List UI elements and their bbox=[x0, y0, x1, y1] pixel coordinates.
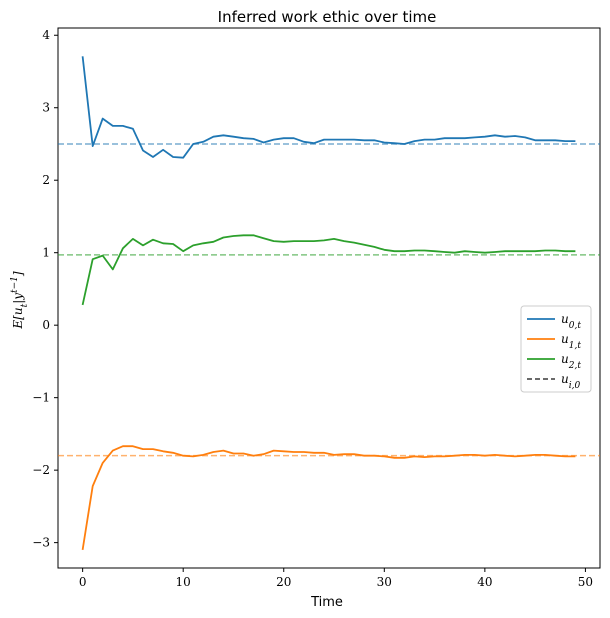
y-tick-label: 1 bbox=[42, 246, 50, 260]
legend-label: ui,0 bbox=[561, 372, 580, 391]
x-tick-label: 10 bbox=[176, 575, 191, 589]
legend-label-base: u bbox=[561, 372, 569, 386]
plot-frame bbox=[57, 27, 601, 569]
x-tick-label: 0 bbox=[79, 575, 87, 589]
y-tick-label: −3 bbox=[32, 536, 50, 550]
series-line bbox=[81, 445, 576, 551]
legend-label-base: u bbox=[561, 352, 569, 366]
y-tick-label: 3 bbox=[42, 101, 50, 115]
legend: u0,tu1,tu2,tui,0 bbox=[520, 305, 592, 393]
series-line bbox=[81, 234, 576, 306]
legend-box bbox=[520, 305, 592, 393]
legend-label-subscript: 2,t bbox=[568, 361, 582, 371]
legend-label-subscript: 0,t bbox=[569, 321, 582, 331]
plot-area: 0 10 20 30 40 50 −3 −2 −1 0 1 2 3 4 bbox=[32, 27, 601, 589]
y-axis-label-part: t−1 bbox=[10, 276, 20, 293]
legend-label: u1,t bbox=[561, 332, 581, 351]
y-tick-label: 0 bbox=[42, 318, 50, 332]
x-tick-label: 30 bbox=[377, 575, 392, 589]
legend-label-base: u bbox=[561, 312, 569, 326]
y-axis-label: E[ut|yt−1] bbox=[10, 271, 30, 330]
y-tick-label: −2 bbox=[32, 463, 50, 477]
y-axis-label-part: E[u bbox=[11, 307, 25, 329]
y-axis-label-part: ] bbox=[11, 271, 25, 277]
y-axis-label-part: t bbox=[20, 303, 30, 307]
legend-label-subscript: 1,t bbox=[569, 341, 582, 351]
x-tick-label: 40 bbox=[477, 575, 492, 589]
x-axis-label: Time bbox=[310, 595, 343, 610]
y-tick-label: 4 bbox=[42, 28, 50, 42]
legend-label: u2,t bbox=[561, 352, 581, 371]
y-axis-label-part: |y bbox=[11, 293, 25, 304]
y-tick-label: −1 bbox=[32, 391, 50, 405]
legend-label-base: u bbox=[561, 332, 569, 346]
y-axis-label-text: E[ut|yt−1] bbox=[10, 271, 30, 330]
x-tick-label: 20 bbox=[276, 575, 291, 589]
y-tick-label: 2 bbox=[42, 173, 50, 187]
x-tick-label: 50 bbox=[578, 575, 593, 589]
legend-label: u0,t bbox=[561, 312, 581, 331]
chart-title: Inferred work ethic over time bbox=[218, 8, 437, 26]
legend-label-subscript: i,0 bbox=[569, 381, 581, 391]
series-line bbox=[81, 56, 576, 159]
